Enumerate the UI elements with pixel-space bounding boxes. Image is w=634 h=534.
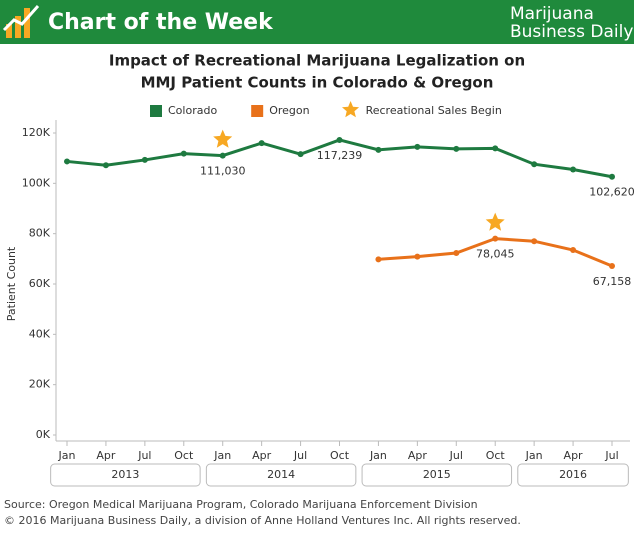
legend-label: Colorado xyxy=(168,104,217,117)
y-tick-label: 120K xyxy=(22,126,51,139)
data-label: 111,030 xyxy=(200,165,246,178)
event-star xyxy=(213,129,233,148)
legend-swatch xyxy=(150,105,162,117)
x-tick-label: Oct xyxy=(486,449,506,462)
data-point xyxy=(453,145,460,152)
y-tick-label: 60K xyxy=(29,277,51,290)
year-label: 2014 xyxy=(267,468,295,481)
data-point xyxy=(297,151,304,158)
chart-subtitle: MMJ Patient Counts in Colorado & Oregon xyxy=(141,74,494,92)
y-tick-label: 20K xyxy=(29,378,51,391)
year-label: 2015 xyxy=(423,468,451,481)
year-box xyxy=(517,463,629,487)
legend-star xyxy=(342,101,360,118)
data-point xyxy=(414,253,421,260)
header-title: Chart of the Week xyxy=(48,10,274,35)
source: Source: Oregon Medical Marijuana Program… xyxy=(4,498,478,511)
year-label: 2016 xyxy=(559,468,587,481)
event-star xyxy=(485,212,505,231)
y-tick-label: 0K xyxy=(36,428,51,441)
y-tick-label: 40K xyxy=(29,327,51,340)
logo-line: Marijuana xyxy=(510,4,594,24)
data-point xyxy=(570,166,577,173)
x-tick-label: Jan xyxy=(213,449,231,462)
data-point xyxy=(492,235,499,242)
header-icon xyxy=(2,5,40,38)
legend-label: Oregon xyxy=(269,104,309,117)
header-banner xyxy=(0,0,634,44)
y-tick-label: 80K xyxy=(29,227,51,240)
data-label: 78,045 xyxy=(476,248,515,261)
x-tick-label: Jul xyxy=(293,449,307,462)
data-point xyxy=(102,162,109,169)
data-point xyxy=(336,136,343,143)
data-point xyxy=(609,173,615,180)
data-point xyxy=(375,146,382,153)
data-point xyxy=(609,262,615,269)
x-tick-label: Jan xyxy=(58,449,76,462)
data-point xyxy=(492,145,499,152)
data-point xyxy=(64,158,70,165)
x-tick-label: Apr xyxy=(252,449,272,462)
data-point xyxy=(258,140,265,147)
data-point xyxy=(531,161,538,168)
data-label: 67,158 xyxy=(593,275,632,288)
x-tick-label: Jul xyxy=(137,449,151,462)
x-tick-label: Apr xyxy=(408,449,428,462)
x-tick-label: Oct xyxy=(330,449,350,462)
x-tick-label: Apr xyxy=(564,449,584,462)
data-point xyxy=(453,250,460,257)
legend-label: Recreational Sales Begin xyxy=(366,104,502,117)
y-tick-label: 100K xyxy=(22,176,51,189)
year-box xyxy=(361,463,513,487)
data-point xyxy=(141,156,148,163)
x-tick-label: Apr xyxy=(96,449,116,462)
data-label: 102,620 xyxy=(589,186,634,199)
logo-line: Business Daily xyxy=(510,22,633,42)
data-point xyxy=(219,152,226,159)
year-label: 2013 xyxy=(111,468,139,481)
x-tick-label: Oct xyxy=(174,449,194,462)
data-point xyxy=(180,150,187,157)
data-point xyxy=(570,247,577,254)
data-point xyxy=(375,256,382,263)
x-tick-label: Jul xyxy=(449,449,463,462)
copyright: © 2016 Marijuana Business Daily, a divis… xyxy=(4,514,521,527)
data-point xyxy=(414,143,421,150)
x-tick-label: Jul xyxy=(604,449,618,462)
data-label: 117,239 xyxy=(317,149,363,162)
year-box xyxy=(205,463,357,487)
chart-title: Impact of Recreational Marijuana Legaliz… xyxy=(109,52,525,70)
data-point xyxy=(531,238,538,245)
x-tick-label: Jan xyxy=(369,449,387,462)
legend-swatch xyxy=(251,105,264,117)
x-tick-label: Jan xyxy=(525,449,543,462)
year-box xyxy=(50,463,201,487)
y-axis-label: Patient Count xyxy=(5,246,18,321)
